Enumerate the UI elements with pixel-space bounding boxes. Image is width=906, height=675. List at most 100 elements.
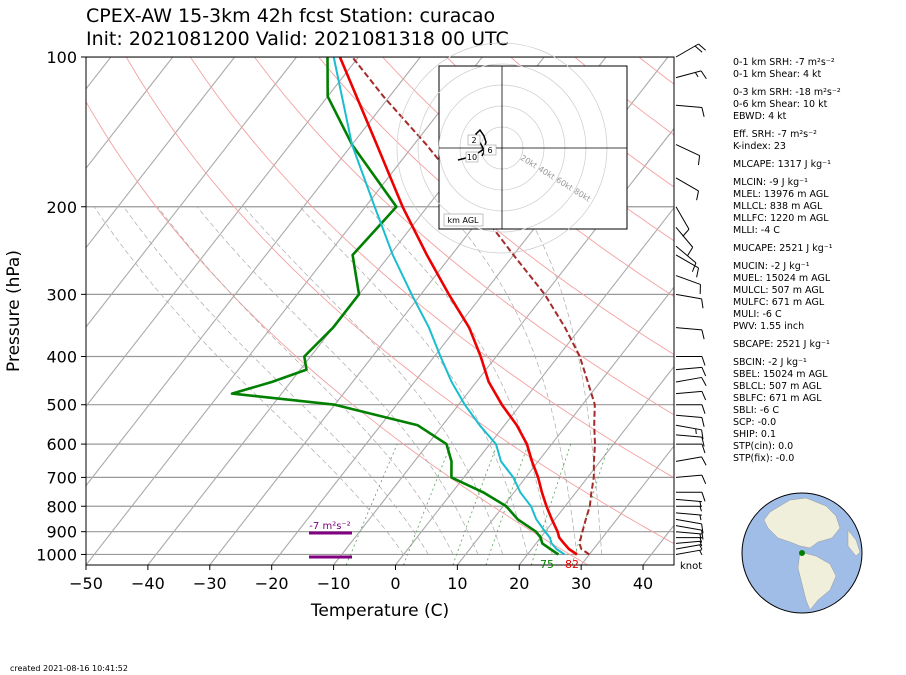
plot-frame — [85, 56, 675, 566]
index-line: MUCAPE: 2521 J kg⁻¹ — [733, 243, 833, 254]
barb-full — [696, 267, 700, 278]
wind-barb — [675, 549, 703, 556]
wind-barb — [675, 177, 700, 201]
wind-barb — [675, 327, 705, 340]
wind-barb — [675, 474, 707, 485]
barb-staff — [675, 366, 702, 371]
index-line: 0-1 km SRH: -7 m²s⁻² — [733, 57, 835, 68]
index-line: MLLI: -4 C — [733, 225, 780, 236]
wind-barb — [676, 356, 706, 366]
barb-staff — [675, 474, 702, 478]
globe-land-north-america — [763, 497, 841, 549]
barb-staff — [675, 104, 702, 108]
background-lines — [86, 57, 674, 565]
barb-full — [701, 443, 706, 454]
index-line: SCP: -0.0 — [733, 417, 777, 428]
wind-barb — [676, 537, 702, 543]
hodograph-height-label: 6 — [487, 146, 492, 155]
surface-temperature-label: 82 — [565, 558, 579, 571]
wind-barb — [675, 531, 702, 540]
barb-full — [697, 155, 701, 166]
wetbulb-profile — [332, 57, 566, 556]
moist-adiabat — [243, 206, 504, 555]
isotherm — [333, 127, 674, 565]
wind-barb — [675, 43, 706, 58]
index-line: MULI: -6 C — [733, 309, 782, 320]
barb-half — [699, 506, 702, 512]
barb-staff — [675, 543, 702, 550]
barb-full — [682, 228, 690, 237]
hodograph-footer-box — [443, 213, 484, 227]
x-axis-label: Temperature (C) — [310, 601, 449, 621]
index-line: MULCL: 507 m AGL — [733, 285, 825, 296]
barb-full — [701, 356, 706, 366]
isotherm — [86, 57, 174, 170]
index-line: STP(cin): 0.0 — [733, 441, 794, 452]
barb-full — [698, 43, 706, 51]
barb-staff — [675, 327, 702, 331]
barb-staff — [675, 144, 700, 157]
wind-barb — [675, 543, 703, 550]
isotherm — [86, 57, 359, 408]
x-tick-label: 20 — [509, 574, 529, 593]
x-tick-label: −30 — [193, 574, 227, 593]
wind-barb — [675, 144, 701, 166]
barb-half — [699, 537, 702, 543]
barb-staff — [675, 245, 697, 264]
barb-full — [701, 367, 707, 377]
index-line: SBEL: 15024 m AGL — [733, 369, 828, 380]
barb-full — [701, 377, 707, 387]
hodograph-frame — [438, 65, 628, 230]
barb-staff — [675, 531, 702, 535]
barb-staff — [675, 540, 702, 544]
barb-staff — [675, 206, 690, 230]
x-tick-label: −20 — [255, 574, 289, 593]
wind-barb — [675, 456, 707, 466]
isotherm — [86, 57, 236, 249]
isotherm — [456, 286, 674, 565]
index-line: 0-1 km Shear: 4 kt — [733, 69, 822, 80]
index-line: SBCAPE: 2521 J kg⁻¹ — [733, 339, 830, 350]
barb-staff — [675, 512, 702, 516]
wind-barb — [676, 443, 706, 454]
y-tick-label: 1000 — [36, 545, 77, 564]
isotherm — [86, 57, 421, 487]
y-tick-label: 100 — [46, 48, 77, 67]
barb-half — [699, 514, 702, 521]
y-tick-label: 300 — [46, 285, 77, 304]
wind-unit-label: knot — [680, 561, 702, 572]
index-line: SBCIN: -2 J kg⁻¹ — [733, 357, 807, 368]
index-line: MLCAPE: 1317 J kg⁻¹ — [733, 159, 831, 170]
barb-full — [701, 107, 705, 117]
barb-staff — [675, 177, 699, 192]
barb-full — [701, 298, 704, 309]
index-line: MLLCL: 838 m AGL — [733, 201, 823, 212]
wind-barb — [675, 512, 702, 521]
barb-full — [701, 523, 704, 534]
barb-staff — [675, 525, 702, 531]
barb-staff — [675, 518, 702, 525]
profile-lines — [230, 57, 596, 556]
barb-staff — [675, 498, 702, 503]
y-tick-label: 500 — [46, 396, 77, 415]
globe-land-south-america — [797, 551, 837, 611]
chart-title-line1: CPEX-AW 15-3km 42h fcst Station: curacao — [86, 5, 496, 27]
index-line: MUEL: 15024 m AGL — [733, 273, 831, 284]
index-line: PWV: 1.55 inch — [733, 321, 805, 332]
barb-full — [687, 246, 694, 256]
moist-adiabat — [299, 206, 528, 555]
temperature-profile — [338, 57, 578, 556]
parcel-profile — [351, 57, 596, 556]
barb-half — [699, 533, 702, 540]
wind-barb — [676, 505, 702, 512]
barb-full — [701, 492, 706, 502]
index-line: 0-3 km SRH: -18 m²s⁻² — [733, 87, 841, 98]
globe-map — [741, 492, 863, 614]
index-line: SBLFC: 671 m AGL — [733, 393, 822, 404]
barb-half — [694, 72, 699, 78]
hodograph-height-box — [465, 151, 479, 163]
barb-full — [701, 456, 707, 466]
isotherm — [86, 57, 483, 565]
wind-barb — [675, 366, 707, 377]
barb-full — [701, 437, 705, 447]
